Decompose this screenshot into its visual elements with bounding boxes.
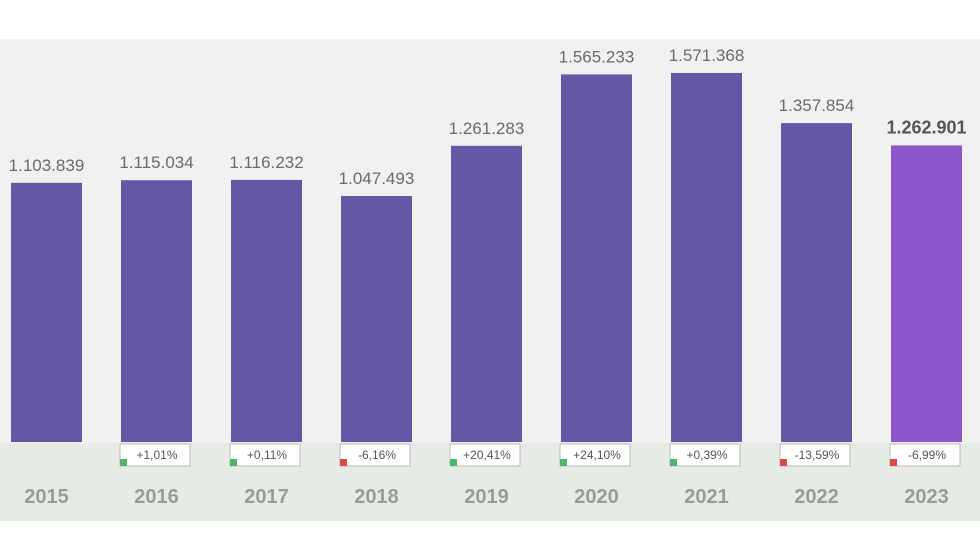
up-indicator-icon (450, 459, 457, 466)
bar-2022 (781, 123, 852, 442)
change-box-2016 (119, 443, 191, 467)
bar-2015 (11, 182, 82, 443)
bar-2021 (671, 73, 742, 442)
value-label-2017: 1.116.232 (229, 153, 303, 172)
change-box-2018 (339, 443, 411, 467)
year-label-2019: 2019 (464, 486, 509, 508)
labels-layer: 1.103.839 2015 1.115.034 2016 +1,01% 1.116.23… (9, 46, 967, 508)
bar-2018 (341, 196, 412, 442)
change-label-2022: -13,59% (795, 448, 840, 462)
change-box-2020 (559, 443, 631, 467)
change-label-2016: +1,01% (136, 448, 177, 462)
year-label-2015: 2015 (24, 486, 69, 508)
up-indicator-icon (560, 459, 567, 466)
change-box-2022 (779, 443, 851, 467)
year-label-2023: 2023 (904, 486, 949, 508)
year-label-2016: 2016 (134, 486, 179, 508)
change-label-2017: +0,11% (247, 448, 287, 462)
value-label-2018: 1.047.493 (339, 169, 415, 188)
year-label-2018: 2018 (354, 486, 399, 508)
value-label-2020: 1.565.233 (559, 47, 635, 66)
up-indicator-icon (120, 459, 127, 466)
up-indicator-icon (670, 459, 677, 466)
bar-2023 (891, 145, 962, 442)
value-label-2019: 1.261.283 (449, 119, 525, 138)
bars-layer (11, 73, 962, 443)
bar-2019 (451, 145, 522, 443)
value-label-2015: 1.103.839 (9, 156, 85, 175)
up-indicator-icon (230, 459, 237, 466)
change-box-2021 (669, 443, 741, 467)
change-box-2019 (449, 443, 521, 467)
change-box-2017 (229, 443, 301, 467)
change-label-2018: -6,16% (358, 448, 396, 462)
change-label-2019: +20,41% (463, 448, 511, 462)
year-label-2020: 2020 (574, 486, 619, 508)
bar-2017 (231, 179, 302, 442)
change-label-2023: -6,99% (908, 448, 946, 462)
down-indicator-icon (780, 459, 787, 466)
year-label-2021: 2021 (684, 486, 729, 508)
year-label-2022: 2022 (794, 486, 839, 508)
change-label-2020: +24,10% (573, 448, 621, 462)
down-indicator-icon (890, 459, 897, 466)
change-label-2021: +0,39% (686, 448, 727, 462)
change-box-2023 (889, 443, 961, 467)
year-label-2017: 2017 (244, 486, 289, 508)
down-indicator-icon (340, 459, 347, 466)
value-label-2022: 1.357.854 (779, 96, 855, 115)
bar-2016 (121, 180, 192, 442)
value-label-2016: 1.115.034 (119, 153, 193, 172)
bar-2020 (561, 74, 632, 443)
value-label-2023: 1.262.901 (886, 117, 966, 137)
value-label-2021: 1.571.368 (669, 46, 745, 65)
